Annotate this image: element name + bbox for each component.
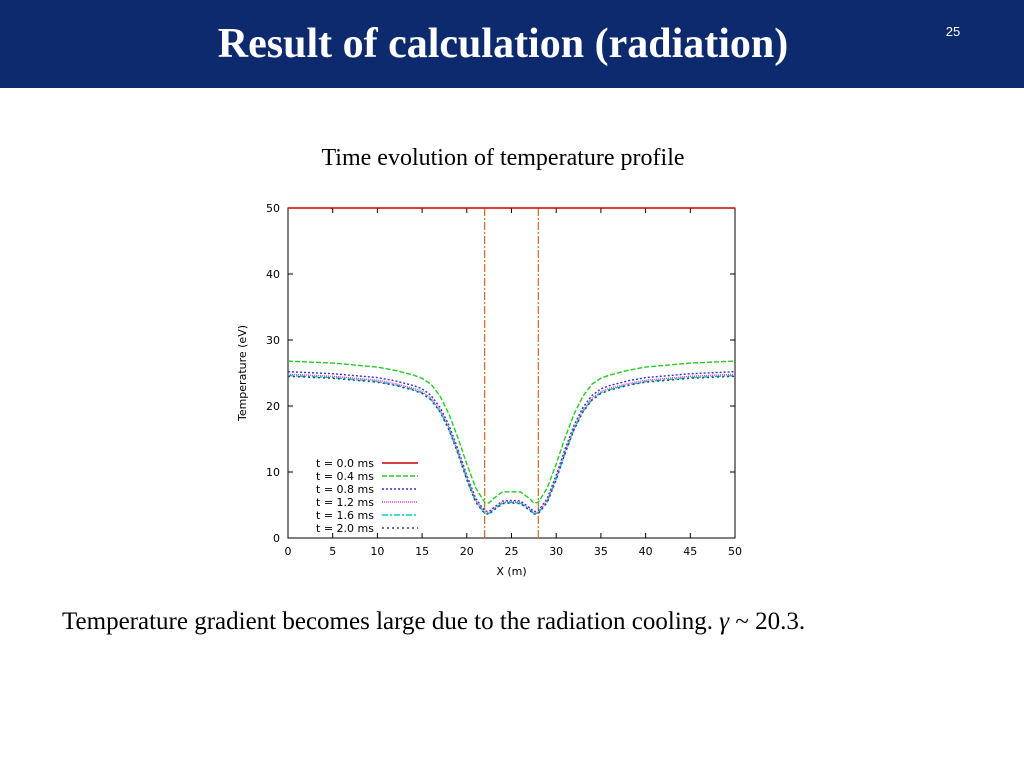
x-tick-label: 15 bbox=[415, 545, 429, 558]
x-tick-label: 20 bbox=[460, 545, 474, 558]
header-bar bbox=[0, 0, 1024, 88]
series-line bbox=[287, 360, 736, 504]
series-line bbox=[287, 374, 736, 515]
footer-sentence: Temperature gradient becomes large due t… bbox=[62, 608, 720, 635]
gamma-symbol: γ bbox=[719, 608, 730, 635]
footer-value: ~ 20.3. bbox=[729, 608, 806, 635]
series-line bbox=[287, 371, 736, 513]
chart-caption: Time evolution of temperature profile bbox=[321, 145, 685, 171]
x-tick-label: 30 bbox=[549, 545, 563, 558]
page-number: 25 bbox=[945, 24, 961, 39]
y-axis-label: Temperature (eV) bbox=[236, 325, 249, 422]
legend-label: t = 1.2 ms bbox=[316, 496, 374, 509]
y-tick-label: 40 bbox=[266, 268, 280, 281]
y-tick-label: 0 bbox=[273, 532, 280, 545]
temperature-profile-chart: 0 5 10 15 20 25 30 35 40 45 50 0 10 20 30 40 50 X (m) Temp… bbox=[236, 202, 742, 578]
y-tick-label: 10 bbox=[266, 466, 280, 479]
footer-text: Temperature gradient becomes large due t… bbox=[62, 608, 962, 636]
x-tick-label: 40 bbox=[639, 545, 653, 558]
y-tick-label: 50 bbox=[266, 202, 280, 215]
x-tick-label: 0 bbox=[285, 545, 292, 558]
x-axis-label: X (m) bbox=[496, 565, 526, 578]
x-tick-label: 10 bbox=[370, 545, 384, 558]
y-tick-label: 20 bbox=[266, 400, 280, 413]
x-tick-label: 25 bbox=[505, 545, 519, 558]
legend-label: t = 2.0 ms bbox=[316, 522, 374, 535]
legend-label: t = 1.6 ms bbox=[316, 509, 374, 522]
legend-label: t = 0.8 ms bbox=[316, 483, 374, 496]
page-title: Result of calculation (radiation) bbox=[217, 21, 789, 67]
y-tick-label: 30 bbox=[266, 334, 280, 347]
legend-label: t = 0.0 ms bbox=[316, 457, 374, 470]
x-tick-label: 5 bbox=[329, 545, 336, 558]
x-tick-label: 50 bbox=[728, 545, 742, 558]
legend-label: t = 0.4 ms bbox=[316, 470, 374, 483]
x-tick-label: 35 bbox=[594, 545, 608, 558]
x-tick-label: 45 bbox=[683, 545, 697, 558]
